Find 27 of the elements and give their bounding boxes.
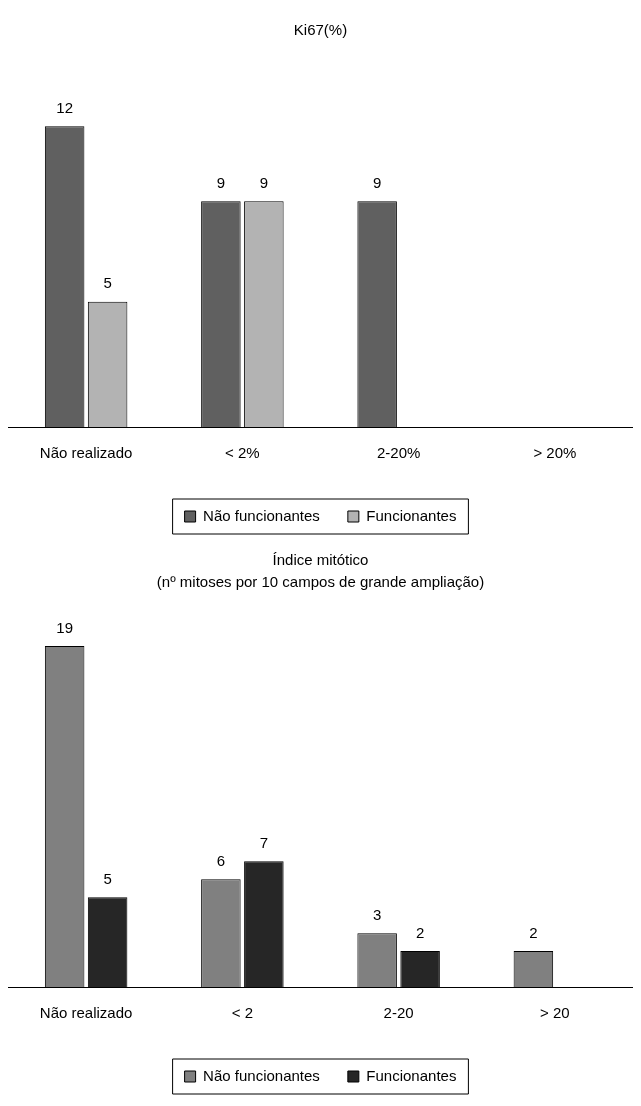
legend-label: Não funcionantes: [203, 1066, 320, 1084]
x-tick-label: 2-20: [383, 1004, 414, 1022]
legend-label: Funcionantes: [366, 1066, 457, 1084]
x-tick-label: < 2%: [225, 444, 260, 462]
x-tick-label: Não realizado: [39, 1004, 133, 1022]
data-label: 19: [56, 618, 73, 636]
x-tick-label: < 2: [231, 1004, 254, 1022]
chart-subtitle: (nº mitoses por 10 campos de grande ampliação): [156, 573, 485, 591]
data-label: 2: [415, 923, 425, 941]
x-tick-label: > 20: [540, 1004, 570, 1022]
x-tick-label: Não realizado: [39, 444, 133, 462]
x-tick-label: 2-20%: [376, 444, 421, 462]
data-label: 9: [259, 174, 269, 191]
data-label: 9: [372, 174, 382, 191]
data-label: 5: [103, 274, 112, 292]
legend-label: Não funcionantes: [203, 506, 320, 524]
data-label: 12: [56, 98, 73, 116]
data-label: 9: [216, 174, 226, 191]
data-label: 2: [529, 923, 538, 941]
data-label: 6: [216, 851, 226, 869]
data-label: 5: [103, 869, 112, 887]
data-label: 3: [372, 905, 382, 923]
chart-title: Índice mitótico: [272, 551, 369, 569]
data-label: 7: [259, 833, 269, 851]
legend-label: Funcionantes: [366, 506, 457, 524]
x-tick-label: > 20%: [533, 444, 577, 462]
chart-title: Ki67(%): [293, 21, 348, 39]
